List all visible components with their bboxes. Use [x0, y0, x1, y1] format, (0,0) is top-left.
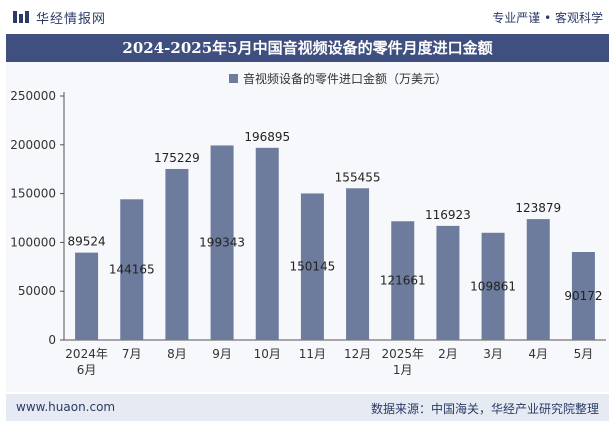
x-tick-label: 10月 — [254, 347, 281, 361]
bar — [165, 168, 189, 340]
y-tick-label: 200000 — [10, 138, 56, 152]
bar — [255, 147, 279, 340]
tagline: 专业严谨 • 客观科学 — [492, 11, 603, 25]
data-label: 175229 — [154, 151, 200, 165]
top-bar: 华经情报网 专业严谨 • 客观科学 — [0, 0, 615, 34]
data-label: 109861 — [470, 279, 516, 293]
x-tick-label: 1月 — [393, 363, 413, 377]
y-tick-label: 50000 — [18, 284, 56, 298]
data-label: 116923 — [425, 208, 471, 222]
x-tick-label: 5月 — [574, 347, 594, 361]
data-label: 123879 — [515, 201, 561, 215]
y-tick-label: 150000 — [10, 187, 56, 201]
y-tick-label: 250000 — [10, 89, 56, 103]
x-tick-label: 12月 — [344, 347, 371, 361]
y-tick-label: 100000 — [10, 235, 56, 249]
data-label: 90172 — [564, 289, 602, 303]
data-label: 121661 — [380, 274, 426, 288]
x-tick-label: 2024年 — [65, 347, 108, 361]
data-label: 155455 — [335, 170, 381, 184]
data-label: 150145 — [290, 260, 336, 274]
data-label: 196895 — [244, 130, 290, 144]
x-tick-label: 3月 — [483, 347, 503, 361]
brand: 华经情报网 — [12, 8, 107, 27]
x-tick-label: 9月 — [212, 347, 232, 361]
brand-logo-icon — [13, 11, 29, 23]
bar — [391, 221, 415, 340]
chart-area: 音视频设备的零件进口金额（万美元） 0 50000 100000 150000 20000… — [6, 62, 609, 392]
footer-bar: www.huaon.com 数据来源：中国海关，华经产业研究院整理 — [6, 394, 609, 421]
footer-website: www.huaon.com — [16, 400, 116, 414]
data-label: 144165 — [109, 263, 155, 277]
x-tick-label: 2025年 — [381, 347, 424, 361]
bar — [571, 251, 595, 340]
legend-swatch — [229, 74, 238, 83]
bar — [346, 188, 370, 340]
bar — [436, 225, 460, 340]
x-tick-label: 7月 — [122, 347, 142, 361]
x-tick-label: 8月 — [167, 347, 187, 361]
bar — [75, 252, 99, 340]
x-tick-label: 2月 — [438, 347, 458, 361]
bar — [526, 219, 550, 340]
x-tick-label: 11月 — [299, 347, 326, 361]
x-tick-label: 6月 — [77, 363, 97, 377]
bar — [300, 193, 324, 340]
bar — [210, 145, 234, 340]
x-tick-label: 4月 — [528, 347, 548, 361]
bar-chart: 音视频设备的零件进口金额（万美元） 0 50000 100000 150000 20000… — [10, 71, 606, 377]
title-bar: 2024-2025年5月中国音视频设备的零件月度进口金额 — [6, 34, 609, 62]
legend-label: 音视频设备的零件进口金额（万美元） — [243, 71, 447, 86]
y-tick-label: 0 — [48, 333, 56, 347]
brand-name: 华经情报网 — [36, 11, 107, 27]
chart-title: 2024-2025年5月中国音视频设备的零件月度进口金额 — [122, 39, 493, 57]
data-label: 89524 — [67, 235, 105, 249]
footer-source: 数据来源：中国海关，华经产业研究院整理 — [370, 402, 599, 416]
bar — [481, 232, 505, 340]
data-label: 199343 — [199, 236, 245, 250]
bar — [120, 199, 144, 340]
